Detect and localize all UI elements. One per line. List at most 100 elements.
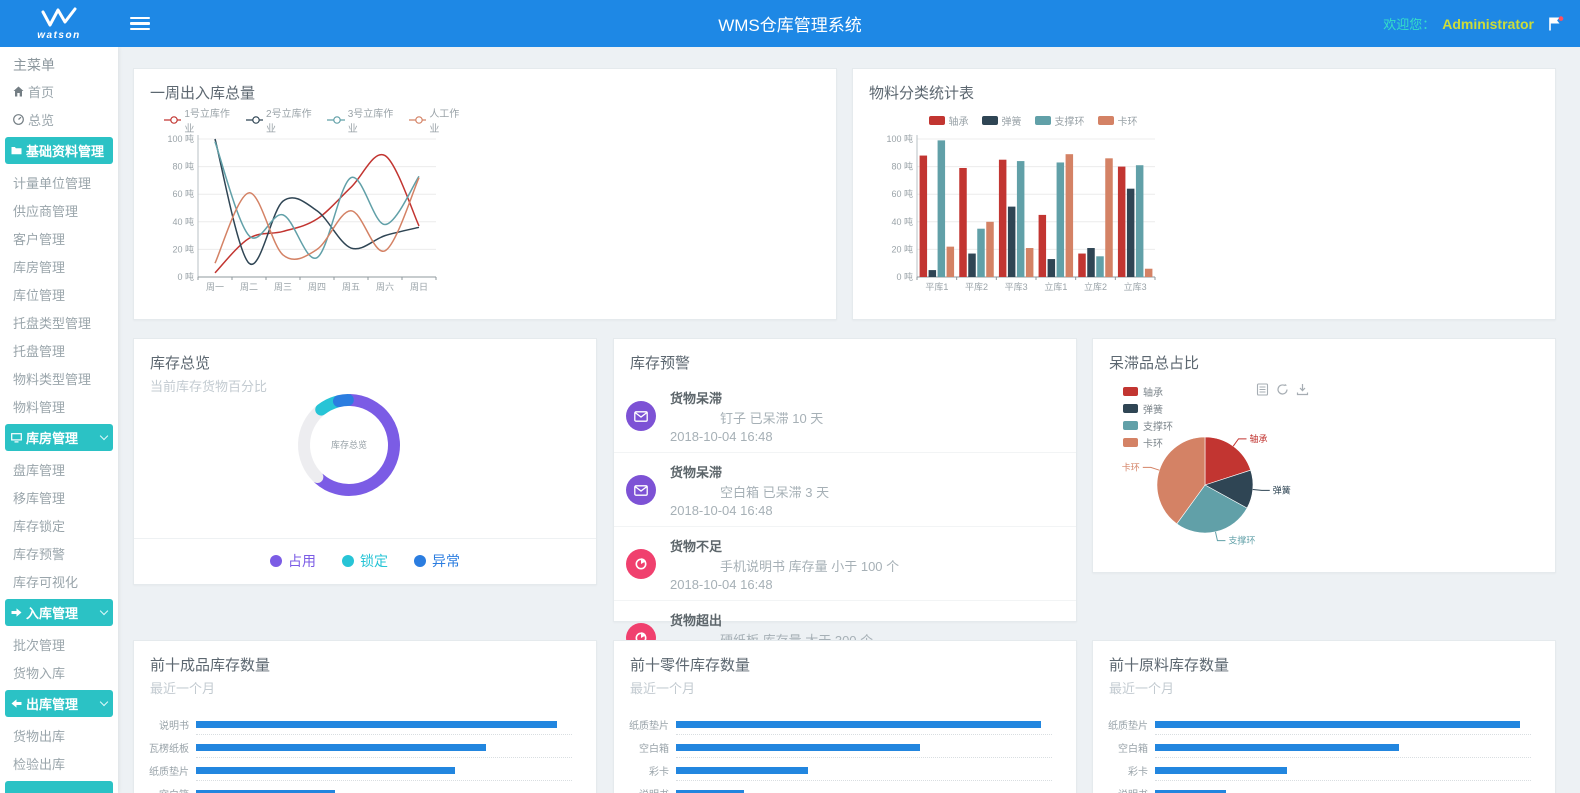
- logo[interactable]: watson: [0, 0, 118, 47]
- sidebar-item-label: 客户管理: [13, 231, 66, 247]
- pie-slice-label: 轴承: [1250, 433, 1268, 444]
- sidebar-group[interactable]: 基础资料管理: [5, 137, 113, 164]
- restore-icon[interactable]: [1276, 383, 1289, 396]
- bar: [1047, 259, 1056, 277]
- sidebar-group[interactable]: 出库管理: [5, 690, 113, 717]
- svg-text:立库1: 立库1: [1044, 281, 1067, 292]
- sidebar-item[interactable]: 物料类型管理: [0, 364, 118, 392]
- legend-item[interactable]: 支撑环: [1034, 113, 1085, 128]
- alert-timestamp: 2018-10-04 16:48: [670, 577, 773, 592]
- sidebar-item[interactable]: 货物入库: [0, 658, 118, 686]
- legend-swatch: [1123, 421, 1138, 430]
- legend-item[interactable]: 异常: [414, 551, 460, 571]
- hbar-track: [1155, 790, 1531, 793]
- card-top10-raw-materials: 前十原料库存数量 最近一个月 纸质垫片空白箱彩卡说明书: [1092, 640, 1556, 793]
- legend-item[interactable]: 锁定: [342, 551, 388, 571]
- sidebar-item[interactable]: 首页: [0, 77, 118, 105]
- arrow-left-icon: [11, 699, 22, 708]
- sidebar-group[interactable]: 库房管理: [5, 424, 113, 451]
- bar: [998, 159, 1007, 277]
- hamburger-menu-button[interactable]: [130, 16, 150, 31]
- bar: [937, 140, 946, 277]
- bar: [986, 221, 994, 277]
- sidebar-item[interactable]: 物料管理: [0, 392, 118, 420]
- sidebar-item[interactable]: 盘库管理: [0, 455, 118, 483]
- hbar-gridline: [1155, 780, 1531, 781]
- line-series: [214, 177, 420, 264]
- sidebar-group-partial[interactable]: [5, 781, 113, 793]
- card-top10-finished-goods: 前十成品库存数量 最近一个月 说明书瓦楞纸板纸质垫片空白箱: [133, 640, 597, 793]
- svg-text:周四: 周四: [308, 282, 326, 292]
- sidebar-item[interactable]: 客户管理: [0, 224, 118, 252]
- svg-text:周五: 周五: [342, 282, 360, 292]
- hbar-track: [676, 721, 1052, 728]
- watson-logo-icon: [41, 7, 77, 32]
- bar: [1117, 166, 1126, 277]
- sidebar-item-label: 库存锁定: [13, 518, 66, 534]
- sidebar-item[interactable]: 托盘类型管理: [0, 308, 118, 336]
- sidebar-item[interactable]: 托盘管理: [0, 336, 118, 364]
- alert-detail: 钉子 已呆滞 10 天: [720, 411, 824, 426]
- sidebar-group-label: 入库管理: [26, 606, 79, 621]
- sidebar-group[interactable]: 入库管理: [5, 599, 113, 626]
- donut-segment: [298, 405, 326, 483]
- sidebar-item[interactable]: 货物出库: [0, 721, 118, 749]
- download-icon[interactable]: [1296, 383, 1309, 396]
- hbar-row: 说明书: [614, 782, 1076, 793]
- donut-center-label: 库存总览: [331, 439, 367, 450]
- sidebar-item[interactable]: 供应商管理: [0, 196, 118, 224]
- legend-item[interactable]: 弹簧: [981, 113, 1022, 128]
- legend-item[interactable]: 1号立库作业: [164, 105, 233, 135]
- sidebar-item[interactable]: 库存预警: [0, 539, 118, 567]
- legend-item[interactable]: 卡环: [1097, 113, 1138, 128]
- alert-list-item: 货物呆滞 空白箱 已呆滞 3 天 2018-10-04 16:48: [614, 453, 1076, 527]
- alert-detail: 空白箱 已呆滞 3 天: [720, 485, 830, 500]
- svg-text:20 吨: 20 吨: [172, 243, 194, 254]
- main-content: 一周出入库总量 1号立库作业 2号立库作业 3号立库作业 人工作业 0 吨 20 吨 40…: [118, 47, 1580, 793]
- legend-item[interactable]: 轴承: [928, 113, 969, 128]
- donut-segment: [332, 394, 354, 408]
- sidebar-item[interactable]: 检验出库: [0, 749, 118, 777]
- data-view-icon[interactable]: [1256, 383, 1269, 396]
- legend-item[interactable]: 3号立库作业: [327, 105, 396, 135]
- home-icon: [13, 86, 24, 97]
- legend-item[interactable]: 占用: [270, 551, 316, 571]
- legend-swatch: [1097, 115, 1114, 125]
- legend-item[interactable]: 2号立库作业: [245, 105, 315, 135]
- sidebar-item[interactable]: 计量单位管理: [0, 168, 118, 196]
- hbar-track: [196, 767, 572, 774]
- bar: [1105, 158, 1113, 277]
- hbar-track: [196, 790, 572, 793]
- notification-flag-icon[interactable]: [1547, 15, 1564, 32]
- bar: [1144, 268, 1153, 277]
- legend-label: 异常: [432, 553, 460, 569]
- legend-item[interactable]: 轴承: [1123, 383, 1173, 400]
- legend-item[interactable]: 卡环: [1123, 434, 1173, 451]
- legend-item[interactable]: 弹簧: [1123, 400, 1173, 417]
- alert-list: 货物呆滞 钉子 已呆滞 10 天 2018-10-04 16:48 货物呆滞 空白箱 已…: [614, 379, 1076, 674]
- pie-slice: [1204, 436, 1252, 486]
- pie-slice: [1156, 436, 1206, 525]
- svg-text:周一: 周一: [206, 282, 224, 292]
- current-user[interactable]: Administrator: [1442, 15, 1534, 32]
- alert-icon: [626, 549, 656, 579]
- legend-item[interactable]: 人工作业: [408, 105, 464, 135]
- svg-text:40 吨: 40 吨: [891, 216, 913, 227]
- sidebar-item[interactable]: 库位管理: [0, 280, 118, 308]
- hbar-row: 彩卡: [1093, 759, 1555, 782]
- sidebar-item[interactable]: 批次管理: [0, 630, 118, 658]
- sidebar-section-label: 主菜单: [13, 57, 55, 73]
- sidebar-item[interactable]: 移库管理: [0, 483, 118, 511]
- sidebar-item[interactable]: 库存可视化: [0, 567, 118, 595]
- sidebar-item[interactable]: 总览: [0, 105, 118, 133]
- welcome-label: 欢迎您：: [1383, 17, 1436, 32]
- sidebar-item[interactable]: 库存锁定: [0, 511, 118, 539]
- legend-item[interactable]: 支撑环: [1123, 417, 1173, 434]
- pie-slice-label: 支撑环: [1228, 535, 1255, 546]
- card-subtitle: 最近一个月: [150, 681, 216, 696]
- legend-label: 支撑环: [1054, 116, 1085, 128]
- card-material-category-stats: 物料分类统计表 轴承 弹簧 支撑环 卡环 0 吨 20 吨 40 吨 60 吨 80 吨 100…: [852, 68, 1556, 320]
- line-series: [214, 138, 420, 265]
- sidebar-item-label: 供应商管理: [13, 203, 79, 219]
- sidebar-item[interactable]: 库房管理: [0, 252, 118, 280]
